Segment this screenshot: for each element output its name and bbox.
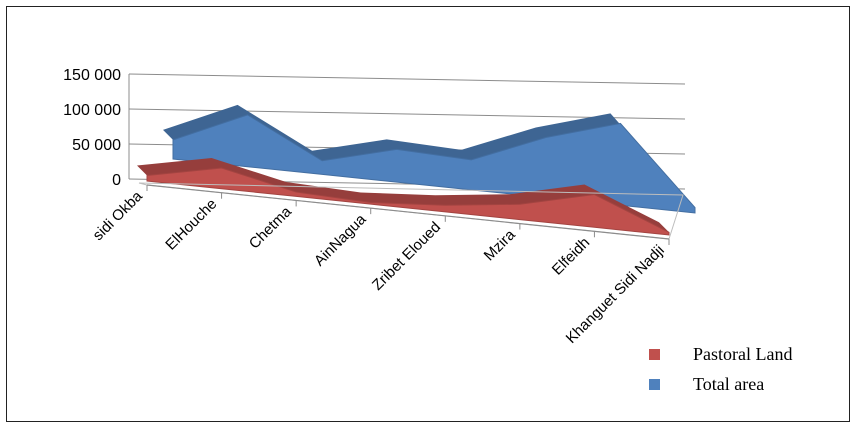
legend-label: Pastoral Land <box>693 344 792 364</box>
series-ridge <box>137 157 669 233</box>
category-label: Mzira <box>481 226 519 264</box>
series-areas <box>137 104 696 236</box>
series-ridge <box>163 104 695 208</box>
category-label: Zribet Eloued <box>369 219 444 294</box>
category-label: ElHouche <box>162 196 220 254</box>
series-area-pastoral-land <box>146 167 670 236</box>
legend-label: Total area <box>693 374 764 394</box>
category-label: AinNagua <box>311 210 370 269</box>
area-chart-3d: 150 000 100 000 50 000 0 sidi Okba ElHouche C… <box>63 67 792 394</box>
x-axis-line <box>146 184 670 240</box>
legend: Pastoral Land Total area <box>649 344 792 394</box>
y-tick-label: 0 <box>112 172 121 189</box>
floor <box>138 182 684 240</box>
legend-swatch <box>649 349 660 360</box>
y-tick-label: 50 000 <box>72 137 121 154</box>
y-axis: 150 000 100 000 50 000 0 <box>63 67 121 189</box>
y-tick-label: 150 000 <box>63 67 121 84</box>
y-tick-label: 100 000 <box>63 102 121 119</box>
legend-swatch <box>649 379 660 390</box>
chart-frame: 150 000 100 000 50 000 0 sidi Okba ElHouche C… <box>6 6 850 422</box>
category-label: sidi Okba <box>90 187 147 244</box>
gridline <box>128 73 686 85</box>
category-label: Chetma <box>246 203 296 253</box>
category-label: Elfeidh <box>549 234 593 278</box>
